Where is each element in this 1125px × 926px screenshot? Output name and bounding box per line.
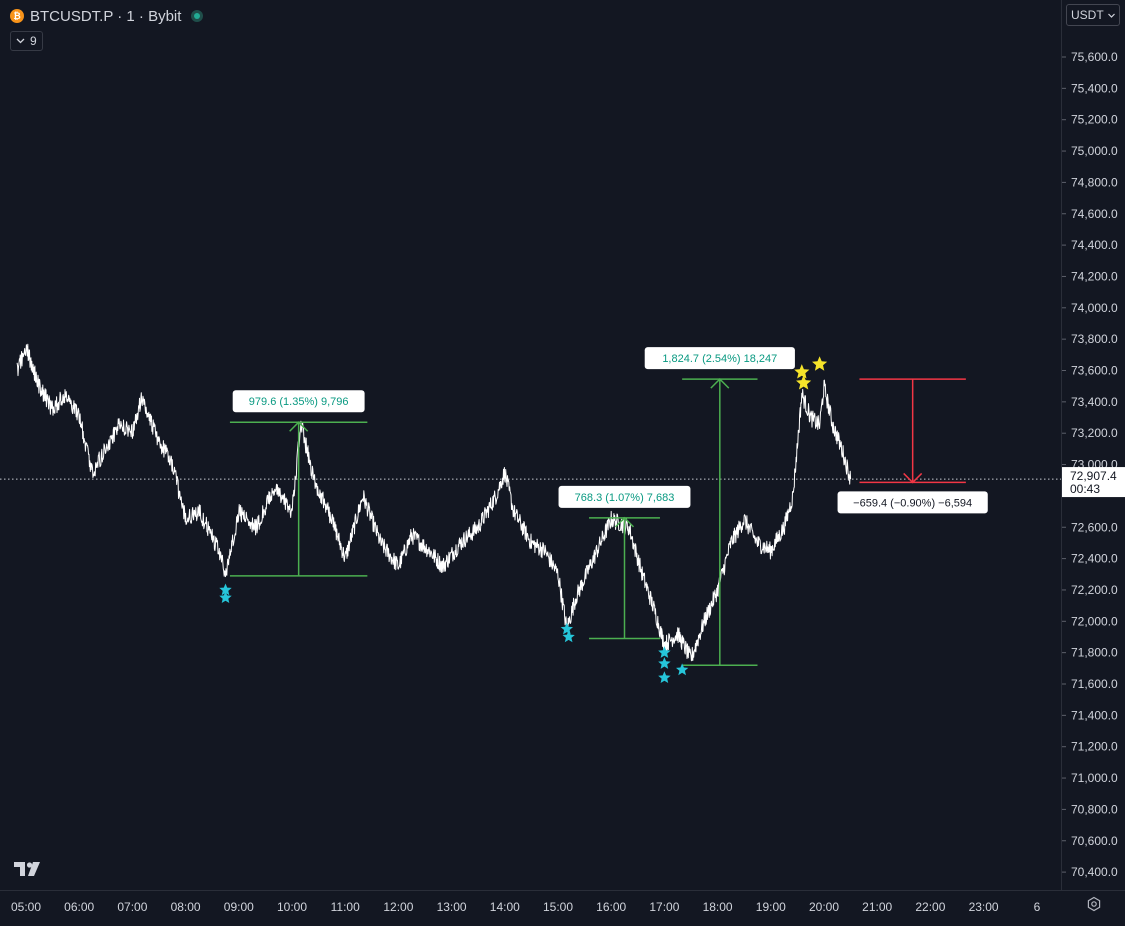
time-tick-label: 10:00 bbox=[277, 900, 307, 914]
star-marker-low-icon bbox=[658, 646, 671, 658]
current-price-value: 72,907.4 bbox=[1070, 469, 1117, 483]
candle-countdown: 00:43 bbox=[1070, 482, 1100, 496]
price-tick-label: 71,800.0 bbox=[1071, 646, 1118, 660]
time-tick-label: 08:00 bbox=[171, 900, 201, 914]
price-tick-label: 71,200.0 bbox=[1071, 740, 1118, 754]
time-tick-label: 23:00 bbox=[969, 900, 999, 914]
price-tick-label: 71,000.0 bbox=[1071, 771, 1118, 785]
price-tick-label: 74,800.0 bbox=[1071, 175, 1118, 189]
current-price-badge bbox=[1062, 467, 1125, 498]
measure-arrow-icon bbox=[614, 516, 635, 528]
price-tick-label: 73,200.0 bbox=[1071, 426, 1118, 440]
time-tick-label: 07:00 bbox=[117, 900, 147, 914]
currency-select-value: USDT bbox=[1071, 8, 1104, 22]
price-axis-scale[interactable]: 75,600.0 75,400.0 75,200.0 75,000.0 74,800.0… bbox=[1062, 0, 1125, 890]
price-tick-label: 74,400.0 bbox=[1071, 238, 1118, 252]
time-tick-label: 05:00 bbox=[11, 900, 41, 914]
price-tick-label: 74,200.0 bbox=[1071, 269, 1118, 283]
measure-label: −659.4 (−0.90%) −6,594 bbox=[853, 497, 972, 509]
measure-label-box bbox=[837, 491, 988, 514]
time-tick-label: 6 bbox=[1034, 900, 1041, 914]
star-marker-low-icon bbox=[219, 591, 232, 603]
measure-label: 1,824.7 (2.54%) 18,247 bbox=[662, 353, 777, 365]
price-tick-label: 73,800.0 bbox=[1071, 332, 1118, 346]
bitcoin-coin-icon: ₿ bbox=[10, 9, 24, 23]
price-tick-label: 70,600.0 bbox=[1071, 834, 1118, 848]
time-tick-label: 20:00 bbox=[809, 900, 839, 914]
star-marker-low-icon bbox=[219, 583, 232, 596]
price-tick-label: 75,200.0 bbox=[1071, 113, 1118, 127]
settings-icon bbox=[1087, 896, 1101, 912]
price-tick-label: 71,400.0 bbox=[1071, 708, 1118, 722]
tradingview-logo[interactable] bbox=[14, 860, 44, 883]
star-marker-high-icon bbox=[794, 364, 810, 379]
time-tick-label: 16:00 bbox=[596, 900, 626, 914]
symbol-title[interactable]: BTCUSDT.P · 1 · Bybit bbox=[30, 7, 182, 25]
time-tick-label: 22:00 bbox=[915, 900, 945, 914]
star-marker-high-icon bbox=[812, 356, 828, 371]
measure-label-box bbox=[558, 485, 691, 508]
measure-label-box bbox=[232, 390, 365, 413]
market-open-status-icon bbox=[191, 10, 204, 22]
time-tick-label: 19:00 bbox=[756, 900, 786, 914]
price-tick-label: 74,000.0 bbox=[1071, 301, 1118, 315]
price-tick-label: 70,800.0 bbox=[1071, 802, 1118, 816]
price-tick-label: 75,400.0 bbox=[1071, 81, 1118, 95]
indicators-collapse-button[interactable]: 9 bbox=[10, 31, 43, 51]
indicators-count: 9 bbox=[30, 34, 37, 48]
measure-label-box bbox=[644, 347, 795, 370]
price-tick-label: 75,600.0 bbox=[1071, 50, 1118, 64]
price-tick-label: 70,400.0 bbox=[1071, 865, 1118, 879]
price-tick-label: 73,400.0 bbox=[1071, 395, 1118, 409]
tradingview-logo-icon bbox=[14, 862, 40, 876]
price-line bbox=[16, 343, 852, 662]
star-marker-high-icon bbox=[796, 375, 812, 390]
chart-settings-button[interactable] bbox=[1086, 896, 1102, 917]
time-tick-label: 18:00 bbox=[703, 900, 733, 914]
star-marker-low-icon bbox=[658, 657, 671, 669]
price-tick-label: 74,600.0 bbox=[1071, 207, 1118, 221]
currency-select[interactable]: USDT bbox=[1066, 4, 1120, 26]
time-tick-label: 09:00 bbox=[224, 900, 254, 914]
star-marker-low-icon bbox=[658, 671, 671, 683]
time-tick-label: 21:00 bbox=[862, 900, 892, 914]
star-marker-low-icon bbox=[560, 622, 573, 635]
chevron-down-icon bbox=[16, 38, 25, 44]
time-tick-label: 15:00 bbox=[543, 900, 573, 914]
time-tick-label: 13:00 bbox=[437, 900, 467, 914]
price-tick-label: 72,400.0 bbox=[1071, 552, 1118, 566]
time-tick-label: 17:00 bbox=[649, 900, 679, 914]
chart-canvas[interactable]: 979.6 (1.35%) 9,796 768.3 (1.07%) 7,683 1,… bbox=[0, 0, 1061, 890]
time-tick-label: 06:00 bbox=[64, 900, 94, 914]
price-axis[interactable]: 75,600.0 75,400.0 75,200.0 75,000.0 74,800.0… bbox=[1061, 0, 1125, 890]
measure-label: 768.3 (1.07%) 7,683 bbox=[575, 492, 675, 504]
price-tick-label: 71,600.0 bbox=[1071, 677, 1118, 691]
chart-pane[interactable]: 979.6 (1.35%) 9,796 768.3 (1.07%) 7,683 1,… bbox=[0, 0, 1061, 890]
star-marker-low-icon bbox=[562, 630, 575, 643]
time-tick-label: 12:00 bbox=[383, 900, 413, 914]
price-tick-label: 73,600.0 bbox=[1071, 364, 1118, 378]
measure-arrow-icon bbox=[903, 472, 923, 484]
time-axis-scale[interactable]: 05:00 06:00 07:00 08:00 09:00 10:00 11:00 12:00… bbox=[0, 891, 1125, 921]
time-tick-label: 14:00 bbox=[490, 900, 520, 914]
measure-arrow-icon bbox=[289, 421, 309, 432]
price-tick-label: 72,000.0 bbox=[1071, 614, 1118, 628]
time-tick-label: 11:00 bbox=[331, 900, 360, 914]
symbol-header[interactable]: ₿ BTCUSDT.P · 1 · Bybit bbox=[10, 6, 204, 26]
measure-label: 979.6 (1.35%) 9,796 bbox=[249, 396, 349, 408]
star-marker-low-icon bbox=[676, 663, 689, 676]
measure-arrow-icon bbox=[710, 378, 730, 389]
price-tick-label: 75,000.0 bbox=[1071, 144, 1118, 158]
price-tick-label: 72,600.0 bbox=[1071, 520, 1118, 534]
time-axis[interactable]: 05:00 06:00 07:00 08:00 09:00 10:00 11:00 12:00… bbox=[0, 890, 1125, 921]
chevron-down-icon bbox=[1108, 13, 1115, 18]
price-tick-label: 72,200.0 bbox=[1071, 583, 1118, 597]
